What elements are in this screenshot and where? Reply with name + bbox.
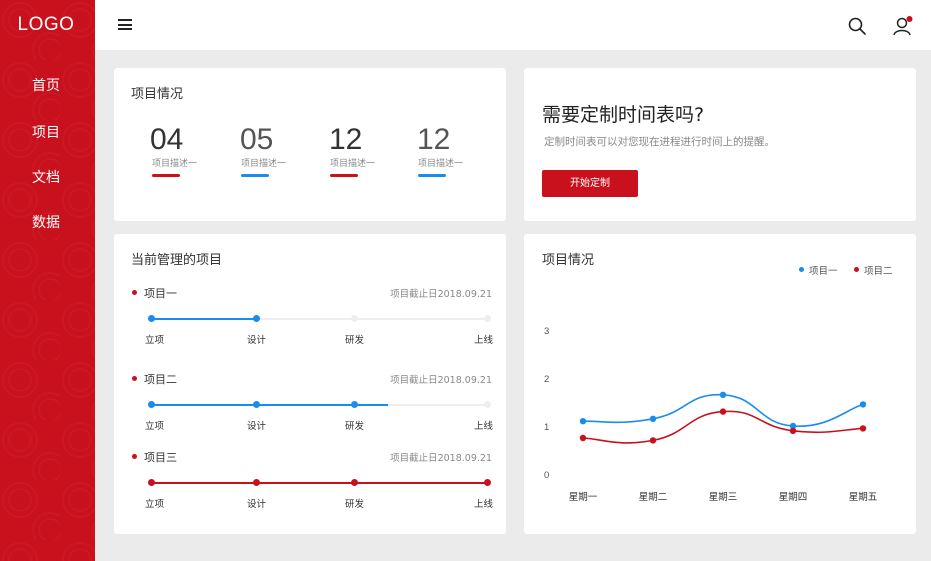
promo-subtitle: 定制时间表可以对您现在进程进行时间上的提醒。 bbox=[544, 136, 775, 148]
y-tick-label: 0 bbox=[544, 470, 549, 481]
stat-underline bbox=[152, 174, 180, 177]
stage-label: 立项 bbox=[145, 335, 165, 346]
stage-node bbox=[148, 401, 155, 408]
promo-title: 需要定制时间表吗? bbox=[542, 104, 705, 126]
schedule-promo-card: 需要定制时间表吗? 定制时间表可以对您现在进程进行时间上的提醒。 开始定制 bbox=[524, 68, 916, 221]
data-point[interactable] bbox=[859, 401, 867, 408]
stage-node bbox=[484, 401, 491, 408]
x-tick-label: 星期四 bbox=[779, 492, 808, 503]
x-tick-label: 星期三 bbox=[709, 492, 738, 503]
line-chart: 0 1 2 3 星期一 星期二 星期三 星期四 星期五 bbox=[544, 326, 878, 503]
projects-card-title: 当前管理的项目 bbox=[131, 253, 223, 268]
project-deadline: 项目截止日2018.09.21 bbox=[390, 289, 492, 300]
stage-node bbox=[351, 315, 358, 322]
legend-marker-icon bbox=[854, 267, 859, 272]
stat-desc: 项目描述一 bbox=[418, 159, 464, 169]
stat-underline bbox=[241, 174, 269, 177]
stage-node bbox=[484, 479, 491, 486]
stage-node bbox=[148, 479, 155, 486]
data-point[interactable] bbox=[719, 408, 727, 415]
data-point[interactable] bbox=[579, 434, 587, 442]
stage-label: 设计 bbox=[247, 499, 267, 510]
project-bullet-icon bbox=[132, 454, 137, 459]
project-name[interactable]: 项目二 bbox=[144, 373, 177, 386]
legend-item[interactable]: 项目二 bbox=[864, 266, 893, 277]
progress-track bbox=[152, 318, 488, 320]
progress-fill bbox=[152, 318, 257, 320]
chart-card: 项目情况 项目一 项目二 0 1 2 3 星期一 星期二 星期三 星期四 星期五 bbox=[524, 234, 916, 534]
stage-node bbox=[484, 315, 491, 322]
project-bullet-icon bbox=[132, 290, 137, 295]
data-point[interactable] bbox=[789, 427, 797, 434]
stage-label: 立项 bbox=[145, 421, 165, 432]
start-custom-button[interactable]: 开始定制 bbox=[542, 170, 638, 197]
sidebar-item-data[interactable]: 数据 bbox=[32, 215, 60, 231]
project-name[interactable]: 项目三 bbox=[144, 451, 177, 464]
stat-underline bbox=[418, 174, 446, 177]
stage-node bbox=[148, 315, 155, 322]
data-point[interactable] bbox=[859, 425, 867, 432]
user-icon[interactable] bbox=[892, 15, 914, 37]
project-deadline: 项目截止日2018.09.21 bbox=[390, 453, 492, 464]
stage-label: 研发 bbox=[345, 499, 365, 510]
sidebar-item-home[interactable]: 首页 bbox=[32, 78, 60, 94]
data-point[interactable] bbox=[579, 418, 587, 425]
stat-value: 05 bbox=[240, 123, 274, 156]
stat-desc: 项目描述一 bbox=[330, 159, 376, 169]
y-tick-label: 2 bbox=[544, 374, 549, 385]
stage-label: 研发 bbox=[345, 421, 365, 432]
sidebar-item-projects[interactable]: 项目 bbox=[32, 125, 60, 141]
x-tick-label: 星期二 bbox=[639, 492, 668, 503]
stage-node bbox=[253, 315, 260, 322]
x-tick-label: 星期五 bbox=[849, 492, 878, 503]
stage-label: 设计 bbox=[247, 335, 267, 346]
stage-node bbox=[351, 401, 358, 408]
search-icon[interactable] bbox=[847, 16, 867, 36]
data-point[interactable] bbox=[649, 437, 657, 444]
stat-desc: 项目描述一 bbox=[152, 159, 198, 169]
stat-value: 04 bbox=[150, 123, 184, 156]
legend-marker-icon bbox=[799, 267, 804, 272]
stage-node bbox=[253, 479, 260, 486]
stat-desc: 项目描述一 bbox=[241, 159, 287, 169]
stage-label: 立项 bbox=[145, 499, 165, 510]
legend-item[interactable]: 项目一 bbox=[809, 266, 838, 277]
stage-label: 设计 bbox=[247, 421, 267, 432]
projects-card: 当前管理的项目 项目一 项目截止日2018.09.21 立项 设计 研发 上线 … bbox=[114, 234, 506, 534]
stats-card: 项目情况 04 项目描述一 05 项目描述一 12 项目描述一 12 项目描述一 bbox=[114, 68, 506, 221]
data-point[interactable] bbox=[649, 415, 657, 422]
stage-label: 上线 bbox=[474, 499, 494, 510]
stage-node bbox=[351, 479, 358, 486]
notification-dot-icon bbox=[906, 16, 913, 22]
top-bar bbox=[95, 0, 931, 50]
sidebar-item-docs[interactable]: 文档 bbox=[32, 170, 60, 186]
data-point[interactable] bbox=[789, 422, 797, 430]
x-tick-label: 星期一 bbox=[569, 492, 598, 503]
logo: LOGO bbox=[17, 14, 75, 35]
y-tick-label: 1 bbox=[544, 422, 549, 433]
data-point[interactable] bbox=[719, 391, 727, 398]
progress-fill bbox=[152, 404, 388, 406]
project-bullet-icon bbox=[132, 376, 137, 381]
stat-value: 12 bbox=[417, 123, 451, 156]
stage-label: 上线 bbox=[474, 335, 494, 346]
project-deadline: 项目截止日2018.09.21 bbox=[390, 375, 492, 386]
stage-label: 研发 bbox=[345, 335, 365, 346]
series-line bbox=[582, 410, 864, 444]
y-tick-label: 3 bbox=[544, 326, 549, 337]
progress-fill bbox=[152, 482, 488, 484]
project-name[interactable]: 项目一 bbox=[144, 287, 177, 300]
stat-value: 12 bbox=[329, 123, 363, 156]
sidebar: LOGO 首页 项目 文档 数据 bbox=[0, 0, 95, 561]
stats-card-title: 项目情况 bbox=[131, 87, 184, 102]
stat-underline bbox=[330, 174, 358, 177]
stage-label: 上线 bbox=[474, 421, 494, 432]
chart-title: 项目情况 bbox=[542, 253, 595, 268]
stage-node bbox=[253, 401, 260, 408]
menu-icon[interactable] bbox=[118, 19, 132, 30]
